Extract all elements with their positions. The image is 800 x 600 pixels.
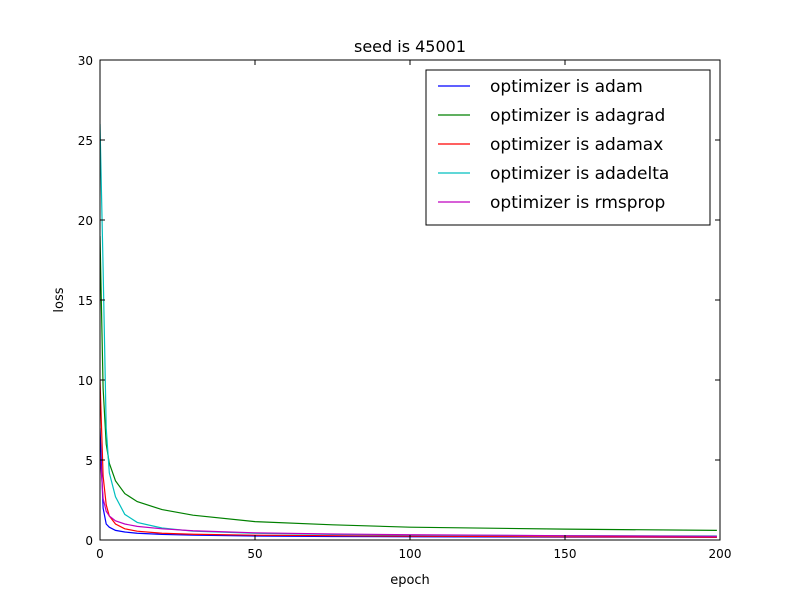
x-tick-label: 50 — [247, 547, 262, 561]
legend-box — [425, 69, 711, 226]
legend-label-0: optimizer is adam — [490, 77, 643, 97]
axis-ticks: 0 50 100 150 200 0 5 10 15 20 25 30 — [78, 54, 732, 561]
legend-label-2: optimizer is adamax — [490, 135, 663, 155]
x-tick-label: 0 — [96, 547, 104, 561]
y-tick-label: 25 — [78, 134, 93, 148]
y-tick-label: 20 — [78, 214, 93, 228]
legend-label-3: optimizer is adadelta — [490, 164, 669, 184]
x-tick-label: 150 — [554, 547, 577, 561]
y-tick-label: 5 — [85, 454, 93, 468]
series-line-4 — [100, 451, 717, 537]
x-axis-label: epoch — [390, 573, 430, 588]
series-line-1 — [100, 235, 717, 531]
y-tick-label: 30 — [78, 54, 93, 68]
x-tick-label: 200 — [709, 547, 732, 561]
legend-label-4: optimizer is rmsprop — [490, 193, 665, 213]
series-line-0 — [100, 427, 717, 538]
plot-area — [100, 123, 717, 538]
x-tick-label: 100 — [399, 547, 422, 561]
y-tick-label: 15 — [78, 294, 93, 308]
legend: optimizer is adam optimizer is adagrad opt… — [425, 69, 711, 226]
chart-title: seed is 45001 — [354, 37, 466, 56]
legend-label-1: optimizer is adagrad — [490, 106, 665, 126]
y-axis-label: loss — [52, 287, 67, 312]
series-line-2 — [100, 379, 717, 538]
series-group — [100, 123, 717, 538]
y-tick-label: 10 — [78, 374, 93, 388]
y-tick-label: 0 — [85, 534, 93, 548]
